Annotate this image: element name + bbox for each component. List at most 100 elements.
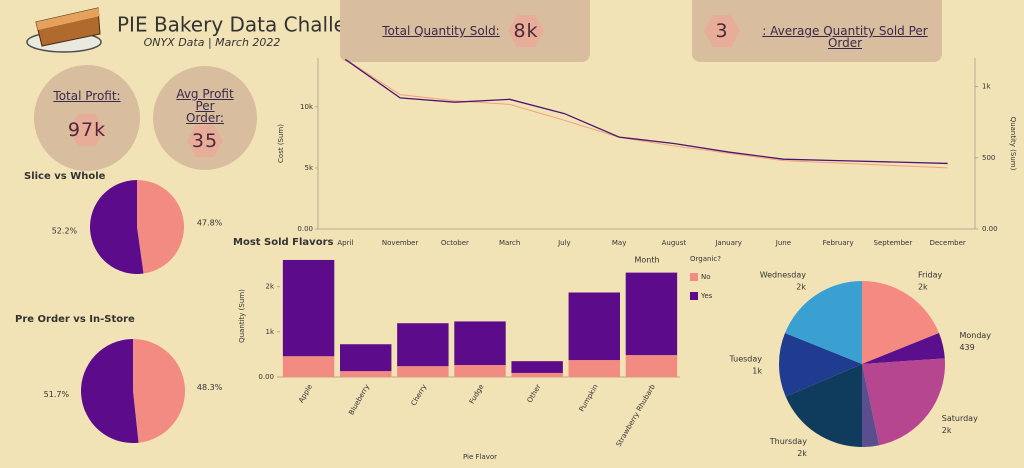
y-tick-label: 5k xyxy=(304,164,313,172)
x-tick-label: May xyxy=(612,239,626,247)
kpi-hexagon xyxy=(508,15,544,47)
y2-tick-label: 1k xyxy=(982,83,991,91)
x-tick-label: Apple xyxy=(297,383,314,404)
y2-tick-label: 0.00 xyxy=(982,225,998,233)
slice-label: Friday xyxy=(918,271,943,280)
chart-title: Pre Order vs In-Store xyxy=(15,314,135,325)
bar-segment xyxy=(454,365,506,377)
y-tick-label: 1k xyxy=(265,328,274,336)
pie-slice xyxy=(779,333,862,397)
x-tick-label: Cherry xyxy=(410,383,429,407)
bar-segment xyxy=(568,360,620,377)
bar-segment xyxy=(340,344,392,372)
x-tick-label: October xyxy=(441,239,469,247)
slice-label: Thursday xyxy=(769,437,807,446)
slice-value-label: 2k xyxy=(797,449,807,458)
y-tick-label: 0.00 xyxy=(297,225,313,233)
kpi-value: 8k xyxy=(513,20,539,42)
kpi-label: Avg Profit Per Order: xyxy=(176,87,234,125)
x-tick-label: April xyxy=(337,239,353,247)
kpi-value: 3 xyxy=(715,20,729,42)
kpi-hexagon xyxy=(69,114,105,146)
x-axis-label: Month xyxy=(634,256,659,265)
kpi-hexagon xyxy=(187,125,223,157)
slice-value-label: 439 xyxy=(959,343,974,352)
y-tick-label: 0.00 xyxy=(258,373,274,381)
y-axis-label: Quantity (Sum) xyxy=(238,289,246,343)
pie-slice xyxy=(133,339,186,443)
pie-slice xyxy=(81,339,139,443)
kpi-circle xyxy=(153,66,257,170)
line-series xyxy=(345,58,948,169)
y2-axis-label: Quantity (Sum) xyxy=(1009,117,1017,171)
pie-icon xyxy=(26,7,102,53)
kpi-label: Total Profit: xyxy=(53,89,121,103)
x-tick-label: Strawberry Rhubarb xyxy=(615,383,658,449)
slice-value-label: 47.8% xyxy=(197,218,223,227)
x-tick-label: January xyxy=(714,239,742,247)
slice-label: Wednesday xyxy=(760,271,807,280)
kpi-label: : Average Quantity Sold Per Order xyxy=(762,24,928,50)
slice-value-label: 2k xyxy=(796,283,806,292)
slice-value-label: 2k xyxy=(942,426,952,435)
y-axis-label: Cost (Sum) xyxy=(277,124,285,163)
pie-slice xyxy=(137,180,185,274)
kpi-label: Total Quantity Sold: xyxy=(382,24,500,38)
bar-segment xyxy=(625,355,678,377)
bar-segment xyxy=(397,323,449,367)
legend-title: Organic? xyxy=(690,255,721,263)
x-axis-label: Pie Flavor xyxy=(463,453,497,461)
kpi-value: 97k xyxy=(67,119,107,141)
bar-segment xyxy=(282,356,335,377)
dashboard-subtitle: ONYX Data | March 2022 xyxy=(144,36,281,49)
pie-slice xyxy=(90,180,144,275)
bar-segment xyxy=(282,259,335,357)
legend-label: Yes xyxy=(700,292,713,300)
x-tick-label: Blueberry xyxy=(347,383,371,416)
pie-slice xyxy=(862,333,945,364)
slice-label: Tuesday xyxy=(728,355,762,364)
x-tick-label: Other xyxy=(526,383,543,404)
legend-label: No xyxy=(701,273,711,281)
x-tick-label: March xyxy=(499,239,520,247)
bar-segment xyxy=(511,361,563,373)
dashboard-title: PIE Bakery Data Challenge xyxy=(117,13,384,37)
y-tick-label: 10k xyxy=(300,103,314,111)
slice-value-label: 1k xyxy=(752,367,762,376)
slice-value-label: 51.7% xyxy=(44,390,70,399)
pie-crust xyxy=(36,8,100,30)
x-tick-label: August xyxy=(662,239,687,247)
bar-segment xyxy=(625,272,678,356)
x-tick-label: November xyxy=(382,239,419,247)
kpi-hexagon xyxy=(704,15,740,47)
pie-slice xyxy=(862,358,945,446)
pie-slice xyxy=(862,364,880,447)
y2-tick-label: 500 xyxy=(982,154,995,162)
pie-slice xyxy=(785,281,862,364)
pie-slice xyxy=(785,364,863,447)
kpi-card xyxy=(692,0,942,62)
slice-label: Saturday xyxy=(942,414,978,423)
chart-title: Most Sold Flavors xyxy=(233,237,334,248)
line-series xyxy=(345,58,948,165)
slice-value-label: 2k xyxy=(918,283,928,292)
pie-slice xyxy=(862,281,939,364)
slice-value-label: 52.2% xyxy=(52,227,78,236)
x-tick-label: June xyxy=(775,239,791,247)
legend-swatch xyxy=(690,273,698,281)
x-tick-label: December xyxy=(929,239,965,247)
chart-title: Slice vs Whole xyxy=(24,171,106,182)
y-tick-label: 2k xyxy=(265,283,274,291)
x-tick-label: Fudge xyxy=(468,383,486,405)
x-tick-label: Pumpkin xyxy=(578,383,600,413)
bar-segment xyxy=(568,292,620,361)
kpi-value: 35 xyxy=(191,130,219,152)
slice-label: Monday xyxy=(959,331,991,340)
bar-segment xyxy=(397,366,449,377)
legend-swatch xyxy=(690,292,698,300)
bar-segment xyxy=(511,372,563,377)
x-tick-label: July xyxy=(557,239,571,247)
x-tick-label: September xyxy=(874,239,913,247)
